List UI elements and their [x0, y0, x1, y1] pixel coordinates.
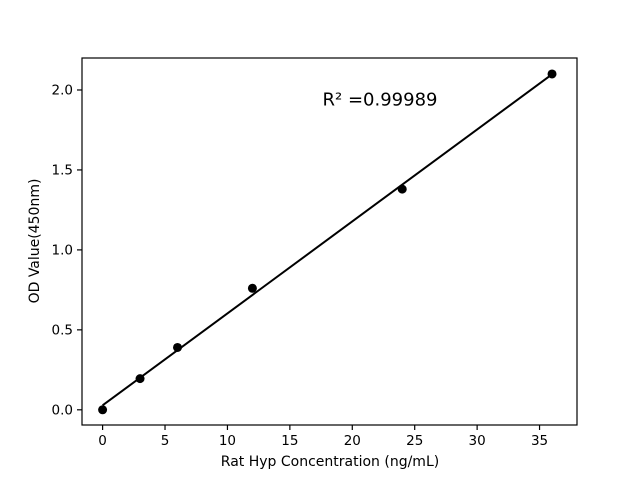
- y-tick-label: 2.0: [52, 82, 73, 98]
- y-tick-label: 1.0: [52, 242, 73, 258]
- x-tick-label: 15: [281, 433, 298, 449]
- plot-border: [81, 57, 578, 426]
- data-point: [397, 184, 407, 194]
- x-tick-label: 30: [469, 433, 486, 449]
- x-tick-label: 20: [344, 433, 361, 449]
- y-tick-label: 1.5: [52, 162, 73, 178]
- x-tick-label: 25: [406, 433, 423, 449]
- data-point: [173, 342, 183, 352]
- y-axis-title: OD Value(450nm): [27, 178, 43, 304]
- data-point: [98, 405, 108, 415]
- data-point: [135, 374, 145, 384]
- x-tick-label: 35: [531, 433, 548, 449]
- y-tick-label: 0.5: [52, 322, 73, 338]
- y-tick-label: 0.0: [52, 402, 73, 418]
- x-tick-label: 5: [161, 433, 170, 449]
- x-tick-label: 10: [219, 433, 236, 449]
- x-tick-label: 0: [98, 433, 107, 449]
- fit-line: [102, 73, 553, 407]
- data-point: [547, 69, 557, 79]
- data-point: [247, 283, 257, 293]
- r-squared-annotation: R² =0.99989: [322, 89, 438, 111]
- x-axis-title: Rat Hyp Concentration (ng/mL): [220, 454, 440, 470]
